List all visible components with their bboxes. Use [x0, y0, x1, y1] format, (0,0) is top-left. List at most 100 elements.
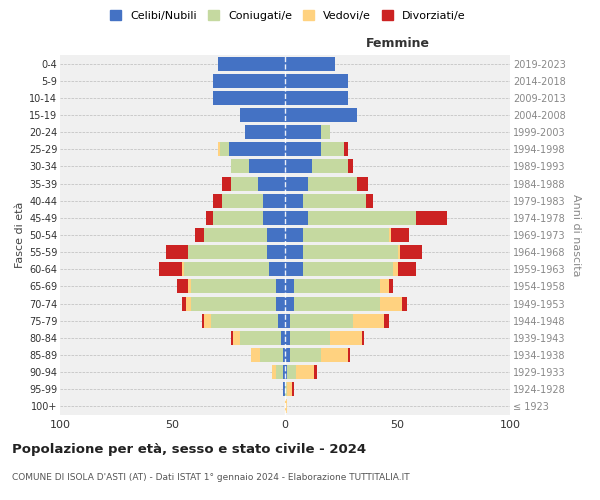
Bar [258, 176, 285, 190]
Bar [177, 280, 188, 293]
Bar [303, 194, 366, 207]
Bar [285, 194, 303, 207]
Bar [285, 280, 294, 293]
Bar [191, 296, 276, 310]
Bar [283, 382, 285, 396]
Bar [285, 348, 290, 362]
Bar [402, 296, 407, 310]
Bar [188, 280, 191, 293]
Bar [184, 262, 269, 276]
Text: Femmine: Femmine [365, 36, 430, 50]
Bar [182, 262, 184, 276]
Bar [415, 211, 447, 225]
Bar [308, 176, 357, 190]
Bar [330, 331, 361, 345]
Bar [303, 228, 389, 242]
Bar [245, 125, 285, 139]
Legend: Celibi/Nubili, Coniugati/e, Vedovi/e, Divorziati/e: Celibi/Nubili, Coniugati/e, Vedovi/e, Di… [108, 8, 468, 23]
Bar [204, 228, 267, 242]
Bar [211, 314, 278, 328]
Bar [303, 262, 393, 276]
Bar [312, 160, 348, 173]
Bar [166, 245, 188, 259]
Bar [308, 211, 415, 225]
Bar [233, 331, 240, 345]
Bar [314, 365, 317, 379]
Bar [195, 228, 204, 242]
Bar [384, 314, 389, 328]
Bar [276, 365, 283, 379]
Bar [285, 228, 303, 242]
Bar [285, 245, 303, 259]
Bar [287, 382, 292, 396]
Bar [285, 211, 308, 225]
Text: COMUNE DI ISOLA D'ASTI (AT) - Dati ISTAT 1° gennaio 2024 - Elaborazione TUTTITAL: COMUNE DI ISOLA D'ASTI (AT) - Dati ISTAT… [12, 472, 410, 482]
Bar [269, 262, 285, 276]
Bar [231, 331, 233, 345]
Bar [294, 296, 380, 310]
Bar [240, 108, 285, 122]
Bar [361, 331, 364, 345]
Bar [285, 91, 348, 105]
Bar [285, 108, 357, 122]
Bar [303, 245, 398, 259]
Bar [202, 314, 204, 328]
Bar [283, 348, 285, 362]
Bar [285, 400, 287, 413]
Bar [251, 348, 260, 362]
Bar [393, 262, 398, 276]
Bar [222, 194, 263, 207]
Y-axis label: Anni di nascita: Anni di nascita [571, 194, 581, 276]
Bar [213, 194, 222, 207]
Text: Popolazione per età, sesso e stato civile - 2024: Popolazione per età, sesso e stato civil… [12, 442, 366, 456]
Bar [290, 348, 321, 362]
Bar [182, 296, 186, 310]
Bar [191, 280, 276, 293]
Bar [357, 176, 368, 190]
Bar [220, 142, 229, 156]
Bar [321, 125, 330, 139]
Bar [213, 74, 285, 88]
Bar [285, 331, 290, 345]
Bar [292, 382, 294, 396]
Bar [366, 194, 373, 207]
Bar [285, 125, 321, 139]
Bar [213, 211, 263, 225]
Bar [348, 348, 350, 362]
Bar [290, 331, 330, 345]
Bar [229, 142, 285, 156]
Bar [290, 314, 353, 328]
Bar [391, 228, 409, 242]
Bar [285, 74, 348, 88]
Bar [231, 176, 258, 190]
Bar [260, 348, 283, 362]
Bar [348, 160, 353, 173]
Bar [263, 211, 285, 225]
Bar [389, 228, 391, 242]
Bar [285, 314, 290, 328]
Bar [159, 262, 182, 276]
Bar [213, 91, 285, 105]
Bar [285, 176, 308, 190]
Bar [343, 142, 348, 156]
Y-axis label: Fasce di età: Fasce di età [14, 202, 25, 268]
Bar [263, 194, 285, 207]
Bar [271, 365, 276, 379]
Bar [285, 296, 294, 310]
Bar [283, 365, 285, 379]
Bar [222, 176, 231, 190]
Bar [281, 331, 285, 345]
Bar [398, 262, 415, 276]
Bar [267, 245, 285, 259]
Bar [287, 365, 296, 379]
Bar [380, 280, 389, 293]
Bar [285, 56, 335, 70]
Bar [267, 228, 285, 242]
Bar [398, 245, 400, 259]
Bar [278, 314, 285, 328]
Bar [296, 365, 314, 379]
Bar [240, 331, 281, 345]
Bar [231, 160, 249, 173]
Bar [188, 245, 267, 259]
Bar [294, 280, 380, 293]
